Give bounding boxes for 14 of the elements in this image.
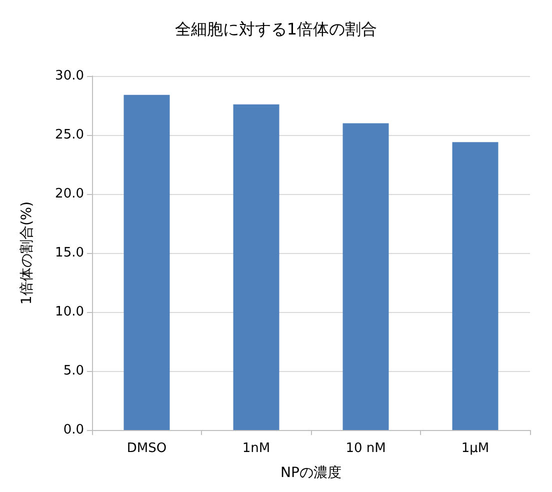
x-tick-label: 1μM: [461, 441, 490, 456]
y-tick-label: 15.0: [55, 246, 84, 260]
x-tick-label: 1nM: [242, 441, 270, 456]
y-tick-label: 30.0: [55, 68, 84, 84]
x-axis-title: NPの濃度: [280, 465, 342, 481]
y-tick-label: 5.0: [63, 364, 84, 378]
x-tick-label: DMSO: [126, 441, 167, 456]
y-axis-title: 1倍体の割合(%): [19, 201, 35, 305]
y-tick-label: 10.0: [55, 304, 84, 320]
x-tick-label: 10 nM: [346, 441, 386, 456]
y-tick-label: 25.0: [55, 128, 84, 142]
y-tick-label: 0.0: [63, 422, 84, 438]
y-tick-label: 20.0: [55, 186, 84, 202]
chart-title: 全細胞に対する1倍体の割合: [174, 20, 378, 38]
